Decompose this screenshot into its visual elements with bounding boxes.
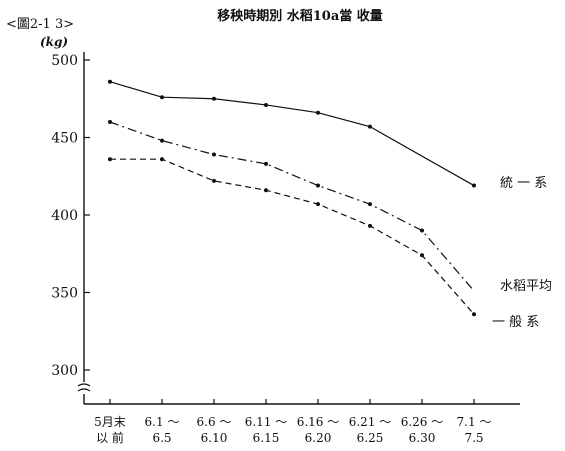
series-1 — [108, 79, 476, 188]
data-point — [368, 223, 372, 228]
x-tick-label: 5月末 — [94, 415, 126, 429]
chart-title: 移秧時期別 水稻10a當 收量 — [217, 8, 383, 24]
x-tick-label: 6.21 ～ — [349, 415, 392, 429]
series-3 — [108, 157, 476, 317]
data-point — [368, 202, 372, 207]
series-line — [109, 121, 475, 292]
axis-break-mark-top — [77, 383, 91, 387]
x-tick-label: 以 前 — [96, 430, 124, 445]
data-point — [212, 96, 216, 101]
series-label: 水稻平均 — [500, 279, 552, 294]
y-tick-label: 450 — [51, 131, 78, 147]
x-tick-label: 6.10 — [201, 431, 228, 445]
y-tick-label: 500 — [51, 53, 78, 69]
y-tick-label: 350 — [51, 286, 78, 302]
x-tick-label: 6.5 — [152, 431, 171, 445]
series-lines — [108, 79, 476, 317]
data-point — [316, 183, 320, 188]
data-point — [316, 202, 320, 207]
series-2 — [108, 120, 475, 292]
x-tick-label: 6.16 ～ — [297, 415, 340, 429]
y-axis-unit: (kg) — [40, 35, 68, 49]
x-tick-label: 7.5 — [464, 431, 483, 445]
x-tick-label: 6.6 ～ — [197, 415, 232, 429]
data-point — [160, 138, 164, 143]
y-axis-ticks: 300 350 400 450 500 — [51, 53, 90, 379]
data-point — [108, 157, 112, 162]
data-point — [108, 120, 112, 124]
data-point — [420, 253, 424, 258]
data-point — [160, 157, 164, 162]
x-tick-label: 6.30 — [409, 431, 436, 445]
x-tick-label: 6.25 — [357, 431, 384, 445]
data-point — [472, 183, 476, 188]
data-point — [420, 228, 424, 233]
data-point — [264, 102, 268, 107]
figure-number: <圖2-1 3> — [6, 17, 74, 32]
series-label: 統 一 系 — [500, 176, 547, 191]
data-point — [368, 124, 372, 129]
data-point — [160, 95, 164, 100]
data-point — [108, 79, 112, 84]
data-point — [212, 152, 216, 157]
data-point — [212, 178, 216, 183]
y-tick-label: 300 — [51, 363, 78, 379]
y-tick-label: 400 — [51, 208, 78, 224]
axes — [77, 52, 520, 405]
x-tick-label: 6.20 — [305, 431, 332, 445]
x-tick-label: 6.11 ～ — [245, 415, 288, 429]
data-point — [264, 188, 268, 193]
x-tick-label: 6.1 ～ — [145, 415, 180, 429]
data-point — [316, 110, 320, 115]
data-point — [264, 161, 268, 166]
series-line — [109, 81, 475, 187]
x-tick-label: 6.15 — [253, 431, 280, 445]
data-point — [472, 312, 476, 317]
x-tick-label: 6.26 ～ — [401, 415, 444, 429]
x-tick-label: 7.1 ～ — [457, 415, 492, 429]
series-label: 一 般 系 — [492, 314, 539, 330]
axis-break-mark-bottom — [77, 388, 91, 392]
series-line — [110, 158, 475, 315]
